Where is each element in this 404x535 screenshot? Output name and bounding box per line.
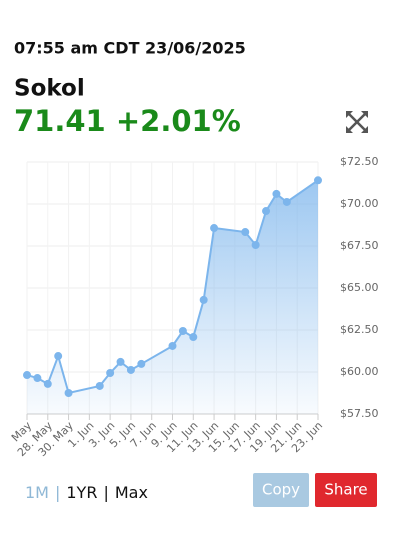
point xyxy=(126,365,135,374)
range-1m[interactable]: 1M xyxy=(25,483,49,502)
range-1yr[interactable]: 1YR xyxy=(66,483,97,502)
y-tick-label: $65.00 xyxy=(340,281,379,294)
area xyxy=(27,180,318,414)
point xyxy=(43,379,52,388)
stock-name: Sokol xyxy=(14,76,85,102)
point xyxy=(282,197,291,206)
point xyxy=(64,389,73,397)
share-button[interactable] xyxy=(315,473,377,507)
range-max[interactable]: Max xyxy=(115,483,148,502)
y-tick-label: $70.00 xyxy=(340,197,379,210)
copy-label: Copy xyxy=(262,481,300,499)
point xyxy=(241,228,250,237)
point xyxy=(33,374,42,383)
point xyxy=(251,240,260,249)
point xyxy=(262,207,271,216)
range-selector: 1M | 1YR | Max xyxy=(25,483,148,502)
point xyxy=(199,295,208,304)
copy-button[interactable] xyxy=(253,473,309,507)
point xyxy=(95,381,104,390)
y-tick-label: $60.00 xyxy=(340,365,379,378)
point xyxy=(178,327,187,336)
y-tick-label: $57.50 xyxy=(340,407,379,420)
separator: | xyxy=(55,483,60,502)
y-tick-label: $62.50 xyxy=(340,323,379,336)
point xyxy=(137,359,146,368)
price-line: 71.41 +2.01% xyxy=(14,104,241,138)
y-tick-label: $72.50 xyxy=(340,155,379,168)
point xyxy=(272,189,281,198)
separator: | xyxy=(103,483,108,502)
change: +2.01% xyxy=(116,104,241,138)
point xyxy=(54,352,63,361)
timestamp: 07:55 am CDT 23/06/2025 xyxy=(14,39,246,58)
point xyxy=(23,371,31,380)
price: 71.41 xyxy=(14,104,106,138)
expand-icon[interactable] xyxy=(346,111,368,133)
y-tick-label: $67.50 xyxy=(340,239,379,252)
point xyxy=(168,341,177,350)
point xyxy=(210,224,219,233)
point xyxy=(189,333,198,342)
point xyxy=(314,176,322,185)
point xyxy=(106,369,115,378)
share-label: Share xyxy=(324,481,367,499)
point xyxy=(116,357,125,366)
